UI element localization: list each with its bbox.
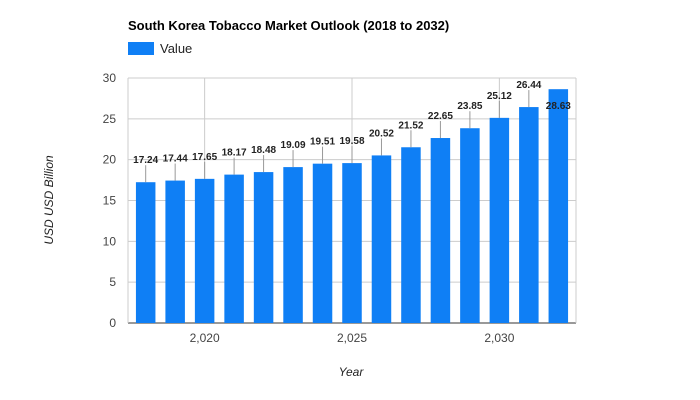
data-label: 23.85 [457, 101, 482, 112]
y-tick-label: 30 [103, 71, 117, 85]
bar[interactable] [135, 182, 156, 323]
data-label: 18.48 [251, 145, 276, 156]
legend-label: Value [160, 41, 193, 56]
data-label: 17.65 [192, 152, 217, 163]
y-tick-label: 15 [103, 194, 117, 208]
x-tick-label: 2,030 [484, 331, 514, 345]
data-label: 19.51 [310, 137, 335, 148]
data-label: 20.52 [369, 128, 394, 139]
bar[interactable] [430, 138, 451, 323]
y-tick-label: 25 [103, 112, 117, 126]
data-label: 26.44 [516, 80, 541, 91]
bar[interactable] [283, 167, 303, 323]
bar[interactable] [519, 107, 539, 323]
x-axis-title: Year [339, 365, 365, 379]
bar[interactable] [460, 128, 480, 323]
data-label: 17.24 [133, 155, 158, 166]
bar[interactable] [342, 163, 362, 323]
bar[interactable] [312, 163, 333, 323]
data-label: 22.65 [428, 111, 453, 122]
chart-title: South Korea Tobacco Market Outlook (2018… [128, 18, 450, 33]
data-label: 21.52 [398, 120, 423, 131]
data-label: 18.17 [222, 148, 247, 159]
bar[interactable] [548, 89, 569, 324]
legend: Value [128, 41, 192, 56]
y-axis-title: USD USD Billion [42, 155, 56, 245]
y-tick-label: 5 [109, 275, 116, 289]
x-tick-label: 2,025 [337, 331, 367, 345]
y-tick-label: 0 [109, 316, 116, 330]
bar[interactable] [489, 117, 510, 323]
data-label: 19.09 [281, 140, 306, 151]
legend-swatch [128, 42, 154, 55]
bar[interactable] [165, 180, 185, 323]
bar[interactable] [253, 172, 274, 323]
data-label: 25.12 [487, 91, 512, 102]
bar[interactable] [224, 174, 244, 323]
x-tick-label: 2,020 [190, 331, 220, 345]
bar[interactable] [401, 147, 421, 323]
y-tick-label: 20 [103, 153, 117, 167]
data-label: 28.63 [546, 101, 571, 112]
y-tick-label: 10 [103, 234, 117, 248]
bar[interactable] [194, 178, 215, 323]
data-label: 19.58 [339, 136, 364, 147]
bar[interactable] [371, 155, 392, 323]
data-label: 17.44 [163, 154, 188, 165]
